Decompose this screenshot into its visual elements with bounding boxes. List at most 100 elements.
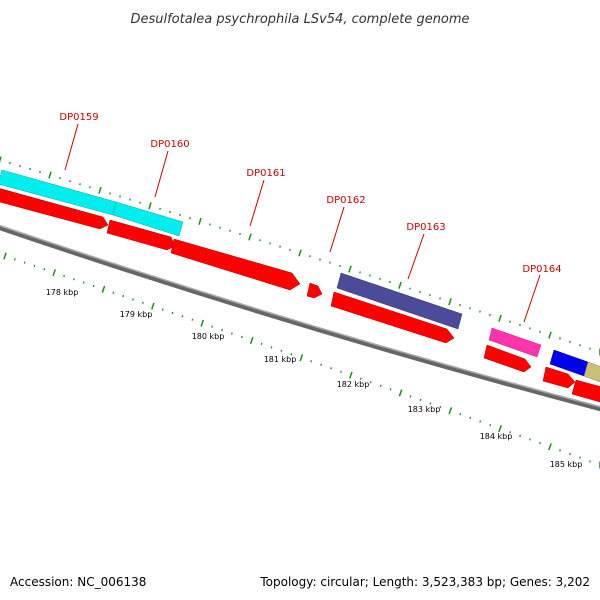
inner-ring-tick xyxy=(330,367,332,370)
inner-ring-tick xyxy=(339,370,342,373)
outer-ring-tick xyxy=(148,202,152,210)
cds-arrow-dp0159[interactable] xyxy=(0,188,109,230)
inner-ring-tick xyxy=(529,438,532,441)
inner-ring-tick xyxy=(112,291,115,294)
gene-labels: DP0159 DP0160 DP0161 DP0162 DP0163 DP016… xyxy=(59,112,561,275)
outer-ring-tick xyxy=(419,290,421,293)
outer-ring-tick xyxy=(159,207,161,210)
cds-arrow-dp0162[interactable] xyxy=(306,282,323,299)
genome-backbone xyxy=(0,225,600,412)
outer-ring-tick xyxy=(359,271,361,274)
inner-ring-tick xyxy=(548,443,552,451)
inner-ring-tick xyxy=(498,425,503,433)
inner-ring-tick xyxy=(280,349,283,352)
outer-ring-tick xyxy=(19,164,21,168)
outer-ring-tick xyxy=(219,226,221,229)
gene-label-dp0159: DP0159 xyxy=(59,112,98,123)
cds-arrow-8[interactable] xyxy=(571,379,600,403)
inner-ring-tick xyxy=(52,269,57,277)
outer-ring-tick xyxy=(189,217,191,220)
inner-ring-tick xyxy=(23,261,26,264)
outer-ring-tick xyxy=(379,277,381,280)
outer-ring-tick xyxy=(529,327,531,330)
inner-ring-tick xyxy=(132,298,135,301)
outer-ring-tick xyxy=(69,180,71,183)
inner-ring-tick xyxy=(141,301,144,304)
inner-ring-tick xyxy=(221,328,223,332)
cds-arrow-dp0160[interactable] xyxy=(106,219,176,251)
outer-ring-tick xyxy=(539,330,541,333)
scale-label-179: 179 kbp xyxy=(120,310,153,319)
inner-ring-tick xyxy=(419,398,422,402)
outer-ring-tick xyxy=(329,261,331,264)
cds-arrow-dp0163[interactable] xyxy=(330,291,455,344)
inner-ring-tick xyxy=(489,423,492,427)
scale-labels: 178 kbp 179 kbp 180 kbp 181 kbp 182 kbp … xyxy=(46,288,583,469)
inner-tick-ring xyxy=(3,252,600,469)
outer-ring-tick xyxy=(109,192,111,195)
inner-ring-tick xyxy=(82,281,85,284)
inner-ring-tick xyxy=(92,284,95,288)
outer-ring-tick xyxy=(48,171,52,179)
outer-ring-tick xyxy=(0,156,2,163)
cds-arrow-7[interactable] xyxy=(542,366,576,389)
gene-block-olive[interactable] xyxy=(583,361,600,383)
cds-arrow-dp0164[interactable] xyxy=(483,344,532,373)
feature-track xyxy=(0,169,600,383)
scale-label-184: 184 kbp xyxy=(480,432,513,441)
outer-ring-tick xyxy=(319,258,321,261)
inner-ring-tick xyxy=(310,360,313,363)
outer-ring-tick xyxy=(259,239,261,242)
inner-ring-tick xyxy=(290,353,293,356)
outer-ring-tick xyxy=(298,249,302,257)
inner-ring-tick xyxy=(270,346,273,349)
outer-ring-tick xyxy=(479,310,481,313)
outer-ring-tick xyxy=(198,217,202,225)
inner-ring-tick xyxy=(43,268,46,271)
inner-ring-tick xyxy=(398,389,403,397)
inner-ring-tick xyxy=(211,325,214,328)
inner-ring-tick xyxy=(429,402,432,405)
outer-ring-tick xyxy=(498,314,502,322)
inner-ring-tick xyxy=(459,413,462,416)
inner-ring-tick xyxy=(200,319,205,327)
gene-block-dp0160[interactable] xyxy=(112,201,184,237)
outer-ring-tick xyxy=(98,186,102,194)
outer-ring-tick xyxy=(429,294,431,297)
inner-ring-tick xyxy=(249,336,254,344)
outer-ring-tick xyxy=(79,183,81,186)
gene-block-dp0164[interactable] xyxy=(488,327,542,358)
scale-label-181: 181 kbp xyxy=(264,355,297,364)
outer-ring-tick xyxy=(209,223,211,226)
inner-ring-tick xyxy=(299,354,304,362)
inner-ring-tick xyxy=(3,252,7,260)
inner-ring-tick xyxy=(320,363,323,366)
outer-ring-tick xyxy=(509,320,511,323)
outer-ring-tick xyxy=(469,307,471,310)
inner-ring-tick xyxy=(448,407,453,415)
outer-ring-tick xyxy=(229,229,231,232)
outer-ring-tick xyxy=(548,331,552,339)
map-title: Desulfotalea psychrophila LSv54, complet… xyxy=(130,12,469,27)
inner-ring-tick xyxy=(72,278,75,281)
accession-text: Accession: NC_006138 xyxy=(10,575,146,589)
inner-ring-tick xyxy=(191,318,194,321)
outer-ring-tick xyxy=(9,161,11,165)
cds-track xyxy=(0,188,600,403)
inner-ring-tick xyxy=(150,302,155,310)
outer-ring-tick xyxy=(309,255,311,258)
outer-ring-tick xyxy=(459,303,461,307)
outer-ring-tick xyxy=(519,323,521,327)
inner-ring-tick xyxy=(181,315,184,318)
gene-label-dp0162: DP0162 xyxy=(326,195,365,206)
cds-arrow-dp0161[interactable] xyxy=(170,238,301,291)
inner-ring-tick xyxy=(122,294,125,298)
outer-ring-tick xyxy=(589,347,591,350)
gene-block-dp0163[interactable] xyxy=(336,272,463,330)
inner-ring-tick xyxy=(240,335,243,339)
inner-ring-tick xyxy=(509,431,512,434)
inner-ring-tick xyxy=(13,258,16,261)
inner-ring-tick xyxy=(589,460,591,463)
outer-ring-tick xyxy=(139,201,141,204)
inner-ring-tick xyxy=(409,395,412,398)
